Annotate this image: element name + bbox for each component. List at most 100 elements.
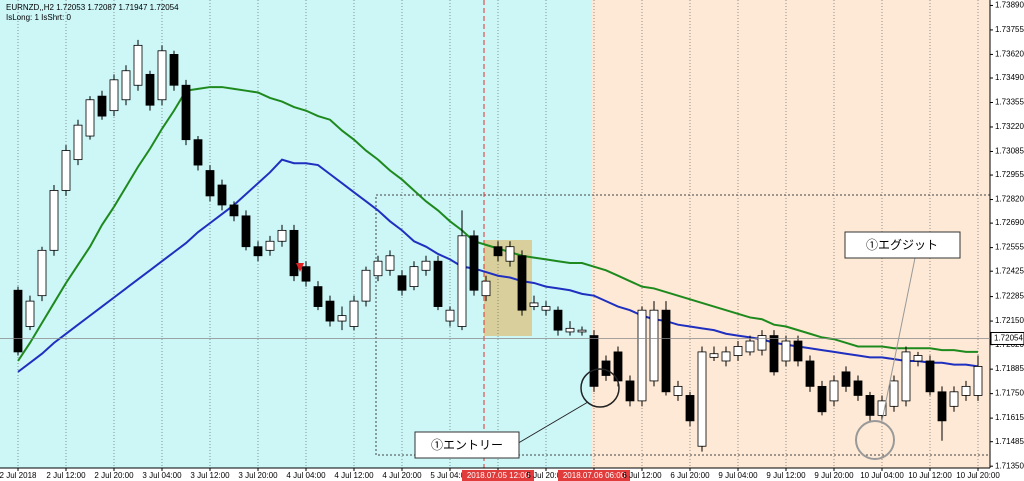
- candle-body: [805, 360, 815, 387]
- y-tick-label: 1.71885: [995, 364, 1024, 373]
- candle-body: [877, 400, 887, 416]
- candle-body: [49, 190, 59, 251]
- candle-body: [565, 327, 575, 333]
- candle-body: [433, 260, 443, 307]
- candle-body: [13, 289, 23, 353]
- y-tick-label: 1.71485: [995, 437, 1024, 446]
- x-tick-label: 9 Jul 12:00: [766, 471, 806, 480]
- candle-body: [649, 309, 659, 382]
- candle-body: [25, 300, 35, 327]
- candle-body: [97, 95, 107, 117]
- candle-body: [133, 44, 143, 86]
- candle-body: [721, 351, 731, 362]
- exit-pointer: [881, 257, 916, 422]
- entry-note-box: [414, 431, 520, 459]
- y-tick-label: 1.72820: [995, 195, 1024, 204]
- y-tick-label: 1.71750: [995, 389, 1024, 398]
- candle-body: [505, 246, 515, 262]
- signal-arrow: [296, 263, 304, 272]
- candle-body: [121, 70, 131, 101]
- candle-body: [757, 335, 767, 351]
- candle-body: [589, 335, 599, 387]
- x-tick-label: 4 Jul 20:00: [382, 471, 422, 480]
- candle-body: [781, 340, 791, 362]
- candle-body: [373, 260, 383, 277]
- candle-body: [949, 391, 959, 407]
- entry-note: ①エントリー: [431, 438, 503, 452]
- x-tick-label: 5 Jul 20:00: [526, 471, 566, 480]
- candle-body: [973, 366, 983, 396]
- candle-body: [205, 170, 215, 197]
- candle-body: [889, 380, 899, 407]
- candle-body: [517, 255, 527, 311]
- x-tick-label: 10 Jul 12:00: [908, 471, 952, 480]
- candle-body: [469, 235, 479, 291]
- x-tick-label: 6 Jul 20:00: [670, 471, 710, 480]
- entry-pointer: [514, 401, 589, 446]
- candle-body: [181, 84, 191, 141]
- header-line: IsLong: 1 IsShrt: 0: [6, 13, 71, 22]
- y-tick-label: 1.72285: [995, 292, 1024, 301]
- candle-body: [157, 50, 167, 101]
- candle-body: [553, 309, 563, 331]
- x-tick-label: 4 Jul 04:00: [286, 471, 326, 480]
- candle-body: [925, 360, 935, 393]
- x-tick-label: 9 Jul 04:00: [718, 471, 758, 480]
- candle-body: [145, 73, 155, 106]
- x-tick-label: 4 Jul 12:00: [334, 471, 374, 480]
- header-line: EURNZD,,H2 1.72053 1.72087 1.71947 1.720…: [6, 3, 179, 12]
- candle-body: [397, 275, 407, 291]
- candle-body: [913, 355, 923, 362]
- candle-body: [109, 79, 119, 112]
- x-tick-highlight: [558, 470, 630, 481]
- candle-body: [709, 353, 719, 358]
- candle-body: [937, 391, 947, 422]
- x-tick-label: 5 Jul 04:00: [430, 471, 470, 480]
- candle-body: [409, 266, 419, 288]
- candle-body: [817, 385, 827, 413]
- exit-note-box: [844, 231, 961, 259]
- y-tick-label: 1.71350: [995, 461, 1024, 470]
- y-tick-label: 1.72555: [995, 243, 1024, 252]
- candle-body: [73, 124, 83, 161]
- candle-body: [793, 340, 803, 362]
- candle-body: [745, 340, 755, 353]
- x-tick-label: 2 Jul 2018: [0, 471, 37, 480]
- candle-body: [385, 255, 395, 271]
- candle-body: [253, 246, 263, 257]
- grid: [17, 0, 979, 468]
- x-tick-label: 2018.07.06 06:00: [563, 471, 626, 480]
- candle-body: [337, 315, 347, 322]
- y-tick-label: 1.73220: [995, 122, 1024, 131]
- candle-body: [349, 300, 359, 327]
- y-tick-label: 1.73755: [995, 25, 1024, 34]
- candle-body: [541, 306, 551, 311]
- candle-body: [577, 329, 587, 333]
- candle-body: [193, 139, 203, 166]
- candle-body: [841, 371, 851, 387]
- x-tick-label: 2 Jul 12:00: [46, 471, 86, 480]
- candle-body: [829, 380, 839, 402]
- candle-body: [229, 204, 239, 217]
- candle-body: [37, 249, 47, 297]
- candle-body: [277, 229, 287, 242]
- candle-body: [289, 229, 299, 277]
- candle-body: [457, 235, 467, 327]
- candle-body: [529, 302, 539, 307]
- candle-body: [769, 335, 779, 373]
- candle-body: [493, 246, 503, 257]
- candle-body: [625, 380, 635, 402]
- candle-body: [733, 346, 743, 356]
- y-tick-label: 1.73490: [995, 73, 1024, 82]
- y-tick-label: 1.72955: [995, 170, 1024, 179]
- x-tick-label: 3 Jul 12:00: [190, 471, 230, 480]
- candle-body: [421, 260, 431, 271]
- y-tick-label: 1.73085: [995, 147, 1024, 156]
- exit-circle: [855, 420, 895, 460]
- candle-body: [325, 300, 335, 322]
- y-tick-label: 1.73620: [995, 50, 1024, 59]
- candle-body: [673, 385, 683, 396]
